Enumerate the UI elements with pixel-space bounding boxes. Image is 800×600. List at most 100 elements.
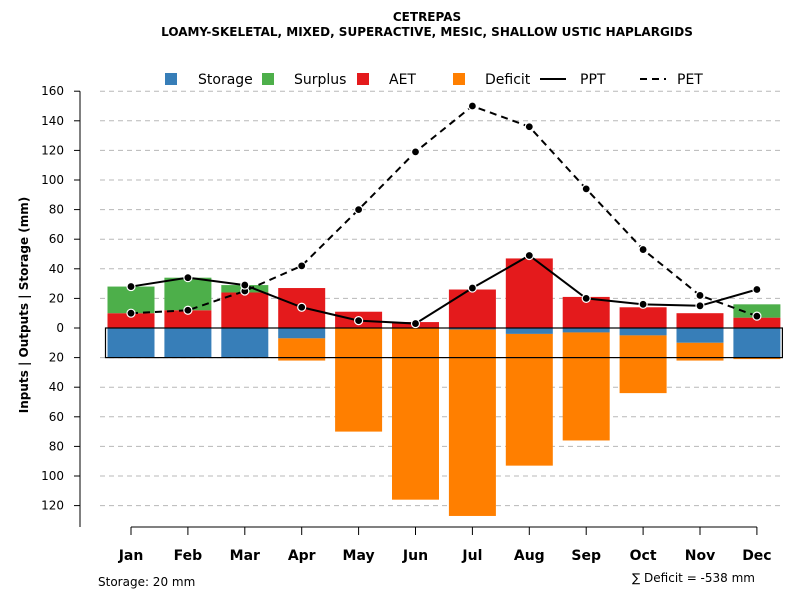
y-axis-label: Inputs | Outputs | Storage (mm) [17,197,31,414]
bar-deficit [392,328,439,500]
point-pet [297,261,307,271]
point-pet [524,122,534,132]
legend-swatch-deficit [453,73,465,85]
bar-deficit [676,342,724,361]
legend: Storage Surplus AET Deficit PPT PET [165,72,703,88]
point-ppt [752,284,762,295]
point-pet [638,244,648,255]
x-tick-label: Mar [230,548,260,564]
legend-label-deficit: Deficit [485,72,531,88]
point-ppt [354,316,364,326]
legend-label-surplus: Surplus [294,72,346,88]
legend-label-ppt: PPT [580,72,606,88]
bar-storage [107,328,155,358]
legend-label-storage: Storage [198,72,253,88]
x-tick-label: Oct [630,548,657,564]
chart-subtitle: LOAMY-SKELETAL, MIXED, SUPERACTIVE, MESI… [161,25,693,39]
bar-aet [619,307,667,328]
line-ppt [130,254,758,325]
point-pet [410,147,421,157]
bar-storage [619,328,667,336]
point-ppt [126,281,136,292]
y-tick-label: 20 [49,291,64,305]
chart-title: CETREPAS [393,10,461,24]
lines [126,101,762,329]
y-tick-label: 40 [49,380,64,394]
bar-aet [107,313,155,328]
x-tick-label: Jan [118,548,144,564]
point-ppt [467,283,477,293]
bar-aet [676,313,724,328]
point-ppt [240,280,250,290]
bar-deficit [733,357,781,360]
x-tick-label: Jun [402,548,428,564]
y-tick-label: 140 [41,114,64,128]
bar-deficit [619,335,667,394]
bar-storage [448,328,496,330]
y-tick-label: 120 [41,499,64,513]
y-axis: 120 100 80 60 40 20 0 20 40 60 80 100 120 140 160 [41,84,81,527]
deficit-note: ∑ Deficit = -538 mm [632,571,755,585]
point-ppt [581,293,591,303]
y-tick-label: 40 [49,262,64,276]
x-tick-label: Nov [685,548,715,564]
legend-swatch-storage [165,73,177,85]
y-tick-label: 60 [49,410,64,424]
bar-storage [505,328,553,334]
legend-swatch-surplus [262,73,274,85]
point-ppt [524,250,534,261]
point-pet [467,101,477,111]
bar-aet [164,310,212,328]
y-tick-label: 160 [41,84,64,98]
bar-deficit [562,332,610,441]
x-axis: Jan Feb Mar Apr May Jun Jul Aug Sep Oct Nov Dec [118,526,772,564]
bar-aet [505,258,553,328]
point-ppt [410,318,421,329]
storage-box [104,327,784,359]
bar-deficit [278,338,326,361]
y-tick-label: 60 [49,232,64,246]
bar-deficit [448,329,496,516]
bar-surplus [733,304,781,318]
y-tick-label: 80 [49,439,64,453]
point-pet [354,205,364,215]
bar-storage [562,328,610,333]
bars [107,258,781,516]
x-tick-label: Aug [514,548,545,564]
bar-deficit [505,333,553,466]
x-tick-label: Apr [288,548,316,564]
y-tick-label: 20 [49,351,64,365]
storage-note: Storage: 20 mm [98,575,195,589]
point-pet [581,184,591,194]
y-tick-label: 120 [41,143,64,157]
bar-deficit [335,328,383,432]
y-tick-label: 100 [41,469,64,483]
x-tick-label: Feb [174,548,203,564]
x-tick-label: Dec [742,548,771,564]
point-ppt [695,301,705,311]
bar-storage [164,328,212,358]
storage-capacity-box [104,327,784,359]
point-pet [126,308,136,318]
bar-storage [733,328,781,358]
bar-storage [278,328,326,339]
legend-label-pet: PET [677,72,703,88]
y-tick-label: 0 [56,321,64,335]
legend-label-aet: AET [389,72,416,88]
bar-aet [448,289,496,328]
x-tick-label: May [343,548,375,564]
point-pet [695,290,705,301]
point-ppt [638,299,648,309]
x-tick-label: Jul [461,548,482,564]
line-pet [130,104,758,318]
x-tick-label: Sep [571,548,601,564]
y-tick-label: 80 [49,203,64,217]
point-pet [183,305,193,315]
legend-swatch-aet [357,73,369,85]
bar-aet [733,317,781,328]
y-tick-label: 100 [41,173,64,187]
point-ppt [297,302,307,312]
bar-storage [221,328,269,358]
bar-aet [221,292,269,328]
